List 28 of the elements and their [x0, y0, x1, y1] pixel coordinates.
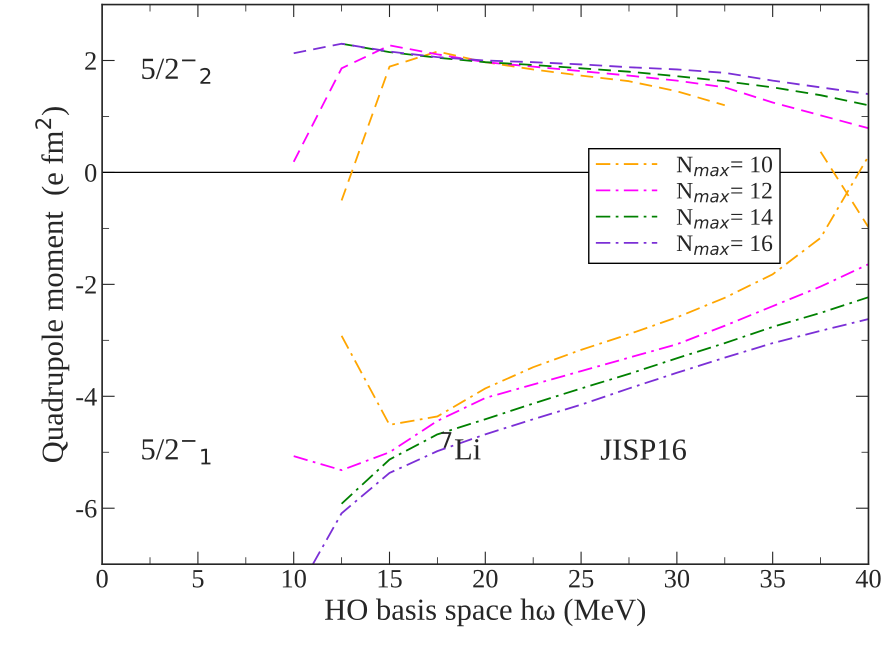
line-series: [292, 42, 868, 95]
annotation: JISP16: [600, 439, 686, 460]
y-tick-label: -6: [76, 500, 96, 518]
annotation: $^{7}$Li: [441, 432, 481, 460]
x-tick-label: 5: [192, 570, 204, 588]
x-tick-label: 15: [378, 570, 402, 588]
y-tick-label: 0: [85, 164, 96, 182]
x-tick-label: 25: [569, 570, 594, 588]
legend-label: N$_{max}$= 10: [676, 156, 772, 176]
x-tick-label: 10: [282, 570, 306, 588]
x-tick-label: 30: [664, 570, 690, 588]
legend-label: N$_{max}$= 16: [676, 235, 772, 256]
line-series: [292, 263, 868, 472]
legend-label: N$_{max}$= 12: [676, 182, 772, 203]
y-tick-label: -2: [76, 276, 96, 294]
legend-label: N$_{max}$= 14: [676, 209, 773, 229]
x-tick-label: 0: [96, 570, 108, 588]
line-series: [312, 318, 868, 564]
annotation: 5/2$^{−}$$_{1}$: [142, 439, 210, 464]
line-series: [340, 296, 868, 505]
x-tick-label: 40: [856, 570, 881, 588]
x-tick-label: 35: [760, 570, 785, 588]
y-axis-title: Quadrupole moment (e fm$^{2}$): [35, 107, 70, 462]
x-axis-title: HO basis space hω (MeV): [325, 598, 646, 626]
annotation: 5/2$^{−}$$_{2}$: [142, 58, 210, 84]
y-tick-label: -4: [76, 388, 97, 406]
x-tick-label: 20: [473, 570, 498, 588]
y-tick-label: 2: [85, 52, 96, 70]
